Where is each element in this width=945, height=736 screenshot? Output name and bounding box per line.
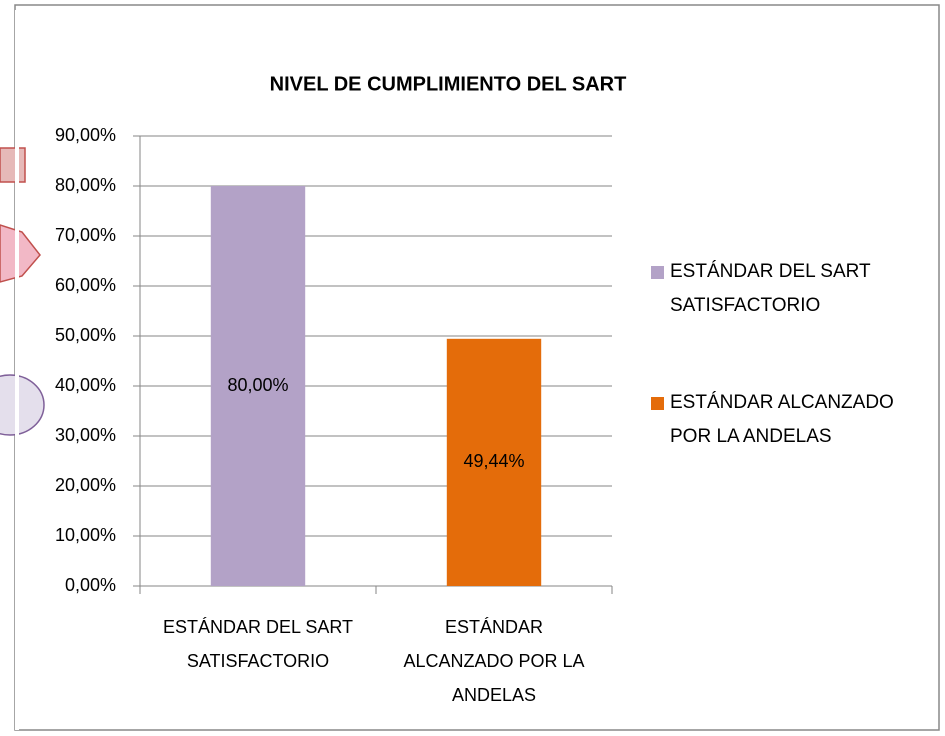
- shape: [0, 374, 45, 436]
- y-tick-label: 50,00%: [55, 325, 116, 345]
- chart-edge: [15, 10, 19, 730]
- y-tick-label: 40,00%: [55, 375, 116, 395]
- y-tick-label: 30,00%: [55, 425, 116, 445]
- x-tick-label: ESTÁNDAR DEL SART SATISFACTORIO: [162, 617, 354, 671]
- value-label: 49,44%: [463, 451, 524, 471]
- legend-label: ESTÁNDAR ALCANZADO POR LA ANDELAS: [670, 392, 894, 447]
- y-tick-label: 0,00%: [65, 575, 116, 595]
- y-tick-label: 70,00%: [55, 225, 116, 245]
- value-label: 80,00%: [227, 375, 288, 395]
- y-tick-label: 90,00%: [55, 125, 116, 145]
- y-tick-label: 80,00%: [55, 175, 116, 195]
- legend-swatch: [651, 266, 664, 279]
- bar: [210, 186, 306, 586]
- legend-swatch: [651, 397, 664, 410]
- legend-label: ESTÁNDAR DEL SART SATISFACTORIO: [670, 261, 871, 316]
- y-tick-label: 20,00%: [55, 475, 116, 495]
- bar: [446, 338, 542, 586]
- chart-title: NIVEL DE CUMPLIMIENTO DEL SART: [270, 73, 627, 95]
- y-tick-label: 60,00%: [55, 275, 116, 295]
- y-tick-label: 10,00%: [55, 525, 116, 545]
- x-tick-label: ESTÁNDAR ALCANZADO POR LA ANDELAS: [403, 617, 585, 705]
- shape: [0, 147, 26, 183]
